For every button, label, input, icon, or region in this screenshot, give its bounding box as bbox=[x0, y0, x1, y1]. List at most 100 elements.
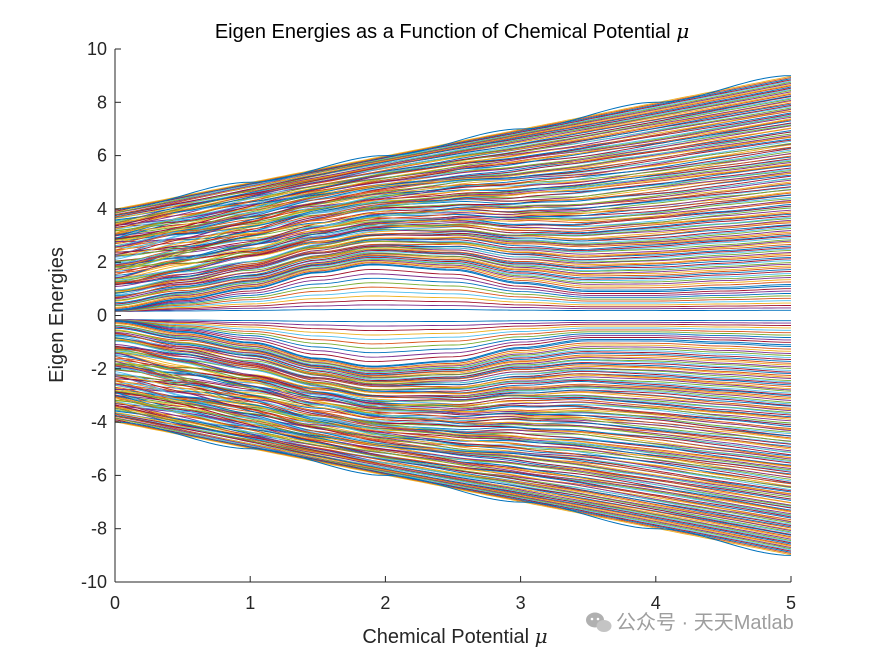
eigen-curve bbox=[115, 219, 791, 278]
eigen-curve bbox=[115, 140, 791, 247]
eigen-curve bbox=[115, 135, 791, 236]
eigen-curve bbox=[115, 255, 791, 304]
x-tick-label: 1 bbox=[245, 593, 255, 613]
eigen-curve bbox=[115, 82, 791, 214]
eigen-curve bbox=[115, 367, 791, 454]
eigen-curve bbox=[115, 123, 791, 229]
eigen-curve bbox=[115, 373, 791, 444]
eigen-curve-gap bbox=[115, 319, 791, 354]
eigen-curve bbox=[115, 365, 791, 439]
y-tick-label: 0 bbox=[97, 306, 107, 326]
eigen-curve bbox=[115, 234, 791, 285]
x-tick-label: 2 bbox=[380, 593, 390, 613]
eigen-curve-gap bbox=[115, 268, 791, 311]
x-tick-label: 0 bbox=[110, 593, 120, 613]
eigen-curve bbox=[115, 395, 791, 496]
eigen-curve bbox=[115, 375, 791, 468]
eigen-curve bbox=[115, 417, 791, 549]
eigen-curve bbox=[115, 200, 791, 268]
eigen-curve bbox=[115, 324, 791, 372]
eigen-curve bbox=[115, 387, 791, 478]
eigen-curve-gap bbox=[115, 319, 791, 336]
eigen-curve bbox=[115, 116, 791, 226]
eigen-curve bbox=[115, 253, 791, 302]
eigen-curve bbox=[115, 346, 791, 397]
eigen-curve-gap bbox=[115, 291, 791, 312]
eigen-curve bbox=[115, 412, 791, 534]
envelope-line bbox=[115, 421, 791, 556]
eigen-curve bbox=[115, 246, 791, 293]
eigen-curve bbox=[115, 369, 791, 437]
y-tick-label: 2 bbox=[97, 252, 107, 272]
eigen-curve bbox=[115, 142, 791, 237]
axes-layer: 0 1 2 3 4 5 10 8 6 4 2 0 -2 -4 -6 -8 -10 bbox=[81, 39, 796, 613]
plot-area bbox=[115, 75, 791, 556]
eigen-curve-gap bbox=[115, 319, 791, 349]
eigen-curve bbox=[115, 363, 791, 426]
eigen-curve bbox=[115, 168, 791, 260]
eigen-curve bbox=[115, 353, 791, 412]
y-tick-label: -4 bbox=[91, 412, 107, 432]
y-tick-label: 10 bbox=[87, 39, 107, 59]
eigen-curve-gap bbox=[115, 277, 791, 312]
eigen-curve bbox=[115, 136, 791, 242]
eigen-curve bbox=[115, 329, 791, 378]
eigen-curve bbox=[115, 404, 791, 526]
eigen-curve bbox=[115, 230, 791, 287]
eigen-curve bbox=[115, 250, 791, 299]
eigen-curve-gap bbox=[115, 320, 791, 363]
eigen-curve bbox=[115, 182, 791, 267]
eigen-curve bbox=[115, 187, 791, 258]
eigen-curve-gap bbox=[115, 319, 791, 332]
eigen-curve bbox=[115, 205, 791, 268]
eigen-curve bbox=[115, 352, 791, 420]
eigen-curve bbox=[115, 335, 791, 382]
eigen-curve bbox=[115, 340, 791, 391]
eigen-curve bbox=[115, 332, 791, 381]
eigen-curve bbox=[115, 257, 791, 306]
y-axis-title: Eigen Energies bbox=[46, 247, 68, 383]
eigen-curve bbox=[115, 105, 791, 227]
eigen-curve-gap bbox=[115, 319, 791, 340]
eigen-curve bbox=[115, 192, 791, 266]
eigen-curve bbox=[115, 394, 791, 489]
eigen-curve bbox=[115, 402, 791, 508]
eigen-curve bbox=[115, 95, 791, 219]
eigen-curve bbox=[115, 322, 791, 369]
eigen-curve bbox=[115, 389, 791, 495]
eigen-curve bbox=[115, 243, 791, 292]
eigen-curve bbox=[115, 405, 791, 515]
eigen-curve bbox=[115, 178, 791, 262]
eigen-curve bbox=[115, 371, 791, 463]
eigen-curve bbox=[115, 125, 791, 235]
eigen-curve bbox=[115, 339, 791, 388]
eigen-curve bbox=[115, 334, 791, 380]
eigen-curve bbox=[115, 378, 791, 456]
eigen-curve bbox=[115, 363, 791, 431]
eigen-curve-gap bbox=[115, 299, 791, 312]
chart-title: Eigen Energies as a Function of Chemical… bbox=[215, 19, 689, 43]
eigen-curve bbox=[115, 237, 791, 291]
eigen-curve bbox=[115, 406, 791, 531]
eigen-curve bbox=[115, 215, 791, 273]
y-tick-label: -8 bbox=[91, 519, 107, 539]
eigen-curve bbox=[115, 199, 791, 267]
y-tick-label: -2 bbox=[91, 359, 107, 379]
eigen-curve-gap bbox=[115, 319, 791, 345]
eigen-curve bbox=[115, 364, 791, 432]
eigen-curve bbox=[115, 384, 791, 491]
y-tick-label: -6 bbox=[91, 465, 107, 485]
eigen-curve bbox=[115, 80, 791, 212]
x-tick-label: 3 bbox=[516, 593, 526, 613]
eigen-curve bbox=[115, 177, 791, 264]
eigen-curve bbox=[115, 340, 791, 394]
y-tick-label: 4 bbox=[97, 199, 107, 219]
series-layer bbox=[115, 75, 791, 556]
eigen-curve-gap bbox=[115, 320, 791, 358]
eigen-curve-gap bbox=[115, 295, 791, 312]
eigen-curve bbox=[115, 97, 791, 219]
eigen-curve bbox=[115, 330, 791, 377]
eigen-curve bbox=[115, 324, 791, 372]
eigen-curve bbox=[115, 392, 791, 483]
envelope-line bbox=[115, 264, 791, 311]
